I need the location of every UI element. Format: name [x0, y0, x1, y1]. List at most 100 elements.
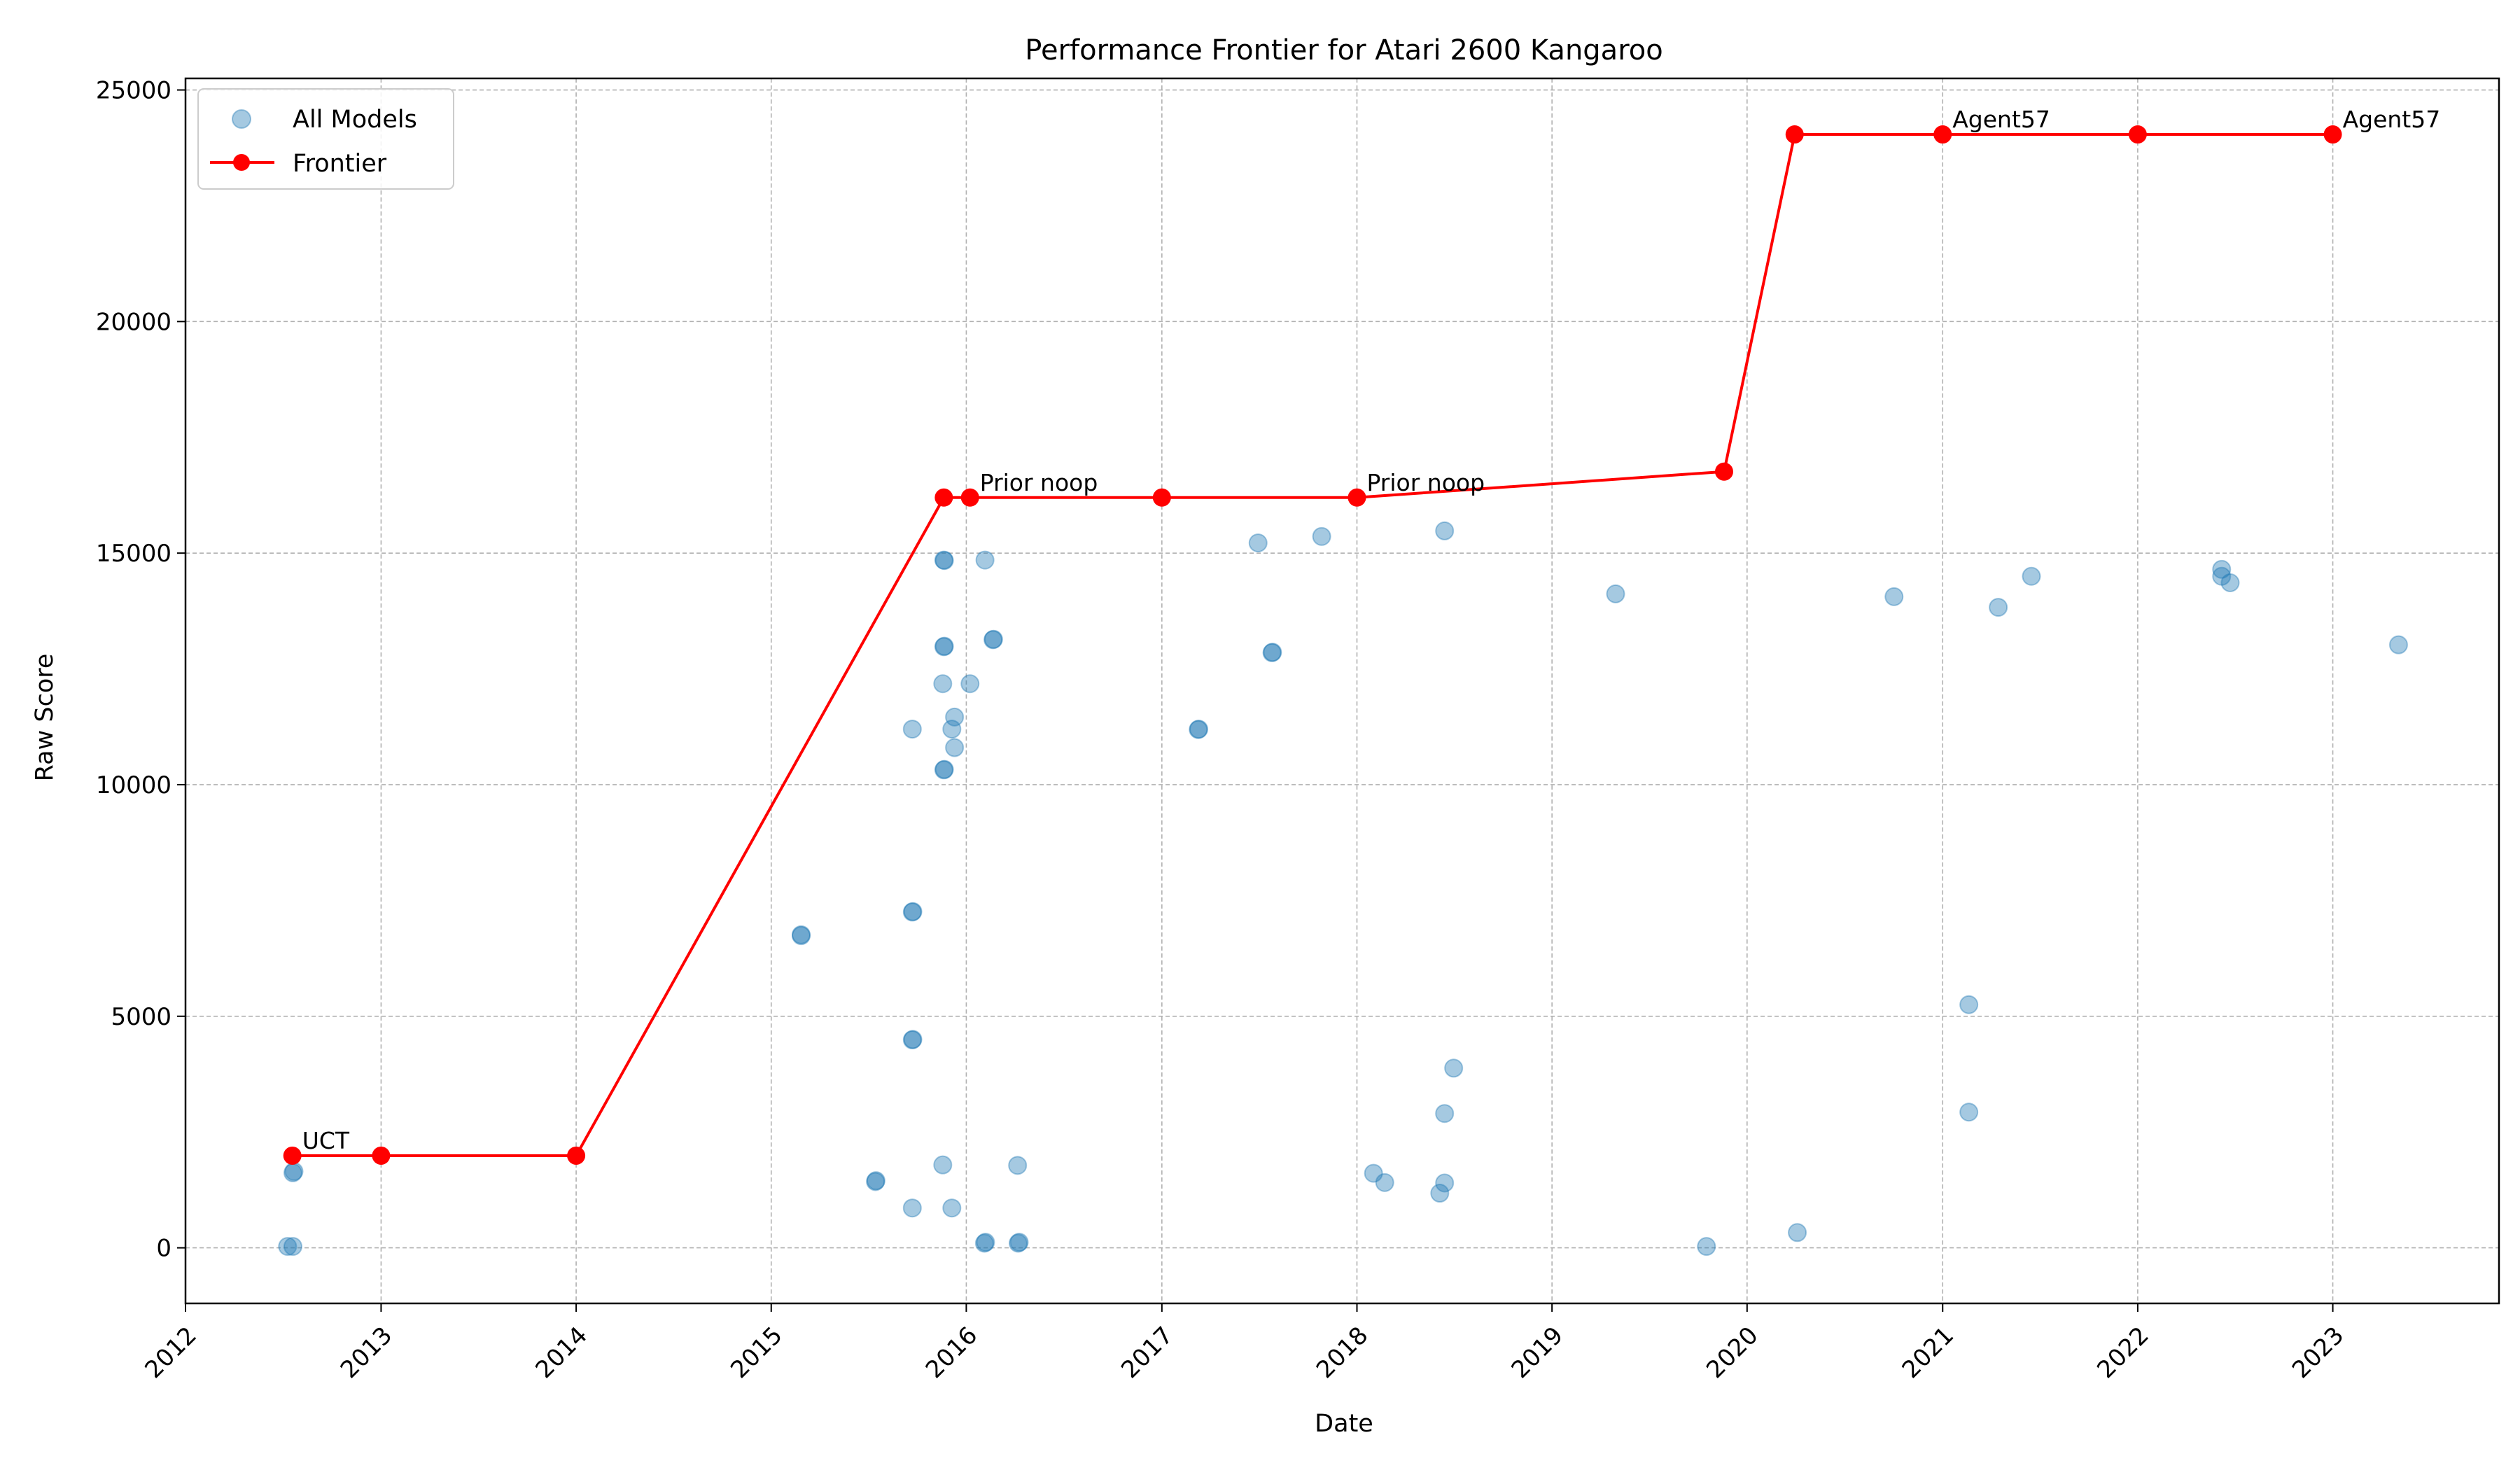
y-axis-ticks: 0 5000 10000 15000 20000 25000 [96, 77, 186, 1263]
scatter-point [1430, 1184, 1450, 1203]
scatter-point [1008, 1156, 1028, 1175]
scatter-point [1959, 1102, 1979, 1122]
scatter-point [1262, 643, 1282, 662]
frontier-series [283, 125, 2342, 1165]
scatter-point [1263, 643, 1282, 662]
scatter-point [1697, 1237, 1716, 1256]
scatter-point [1606, 584, 1625, 603]
scatter-point [945, 738, 965, 757]
scatter-point [792, 925, 811, 944]
frontier-point [372, 1146, 391, 1165]
frontier-annotation: UCT [302, 1127, 350, 1154]
scatter-point [1375, 1172, 1394, 1192]
scatter-point [1248, 533, 1268, 553]
scatter-point [902, 720, 922, 739]
y-tick-label: 15000 [96, 540, 172, 568]
scatter-point [975, 550, 995, 570]
scatter-point [1189, 720, 1208, 739]
y-tick-label: 20000 [96, 308, 172, 336]
scatter-point [934, 636, 954, 656]
frontier-point [1714, 462, 1733, 481]
legend-marker-frontier [233, 154, 250, 171]
scatter-point [945, 707, 965, 727]
scatter-point [933, 1155, 953, 1175]
scatter-point [2212, 559, 2232, 579]
y-tick-label: 10000 [96, 771, 172, 799]
scatter-point [283, 1237, 302, 1256]
scatter-point [1435, 1173, 1455, 1193]
scatter-point [1788, 1223, 1807, 1242]
frontier-annotations: UCT Prior noop Prior noop Agent57 Agent57 [302, 106, 2441, 1154]
scatter-point [934, 550, 953, 570]
frontier-point [567, 1146, 586, 1165]
scatter-point [1435, 521, 1455, 540]
scatter-point [1435, 1104, 1455, 1124]
chart-title: Performance Frontier for Atari 2600 Kang… [1025, 34, 1662, 66]
scatter-point [1312, 526, 1331, 546]
scatter-point [983, 629, 1003, 649]
scatter-point [934, 760, 953, 780]
scatter-point [976, 1233, 995, 1252]
scatter-point [2388, 635, 2408, 654]
y-axis-label: Raw Score [31, 654, 59, 782]
scatter-point [974, 1233, 994, 1253]
frontier-point [934, 488, 953, 507]
scatter-series-all-models [278, 521, 2408, 1256]
scatter-point [1959, 995, 1979, 1014]
scatter-point [1009, 1233, 1029, 1252]
scatter-point [1444, 1058, 1464, 1078]
frontier-annotation: Prior noop [980, 469, 1098, 496]
scatter-point [1989, 598, 2008, 617]
scatter-point [942, 1198, 962, 1218]
scatter-point [2220, 573, 2240, 593]
scatter-point [1884, 587, 1904, 606]
grid [185, 78, 2499, 1303]
scatter-point [902, 1030, 922, 1050]
scatter-point [960, 674, 980, 694]
frontier-annotation: Prior noop [1366, 469, 1485, 496]
y-tick-label: 25000 [96, 77, 172, 105]
frontier-point [1348, 488, 1366, 507]
scatter-point [933, 674, 953, 694]
scatter-point [2022, 566, 2041, 586]
frontier-point [1785, 125, 1804, 144]
scatter-point [903, 1030, 923, 1049]
scatter-point [866, 1172, 886, 1191]
scatter-point [1364, 1163, 1383, 1183]
y-tick-label: 0 [156, 1235, 172, 1263]
scatter-point [934, 760, 954, 779]
legend-label-frontier: Frontier [293, 150, 387, 178]
frontier-point [1933, 125, 1952, 144]
scatter-point [903, 902, 923, 921]
scatter-point [866, 1171, 886, 1191]
legend-marker-all-models [232, 109, 251, 129]
scatter-point [1189, 720, 1209, 739]
legend-box [197, 88, 454, 190]
frontier-annotation: Agent57 [2343, 106, 2441, 133]
scatter-point [902, 902, 922, 922]
frontier-line [292, 133, 2333, 1157]
frontier-point [960, 488, 979, 507]
scatter-point [934, 551, 954, 570]
scatter-point [792, 926, 811, 946]
frontier-point [2128, 125, 2147, 144]
scatter-point [983, 630, 1003, 650]
frontier-annotation: Agent57 [1952, 106, 2050, 133]
scatter-point [2212, 566, 2232, 586]
y-tick-label: 5000 [111, 1003, 172, 1031]
frontier-point [1152, 488, 1171, 507]
frontier-point [2323, 125, 2342, 144]
legend: All Models Frontier [197, 88, 454, 190]
frontier-point [283, 1146, 302, 1165]
scatter-point [942, 720, 962, 739]
scatter-point [902, 1198, 922, 1218]
scatter-point [284, 1161, 304, 1181]
scatter-point [934, 637, 953, 657]
scatter-point [1008, 1233, 1028, 1253]
plot-frame [184, 77, 2500, 1305]
legend-label-all-models: All Models [293, 106, 417, 134]
x-axis-label: Date [1315, 1410, 1373, 1438]
scatter-point [278, 1237, 298, 1256]
